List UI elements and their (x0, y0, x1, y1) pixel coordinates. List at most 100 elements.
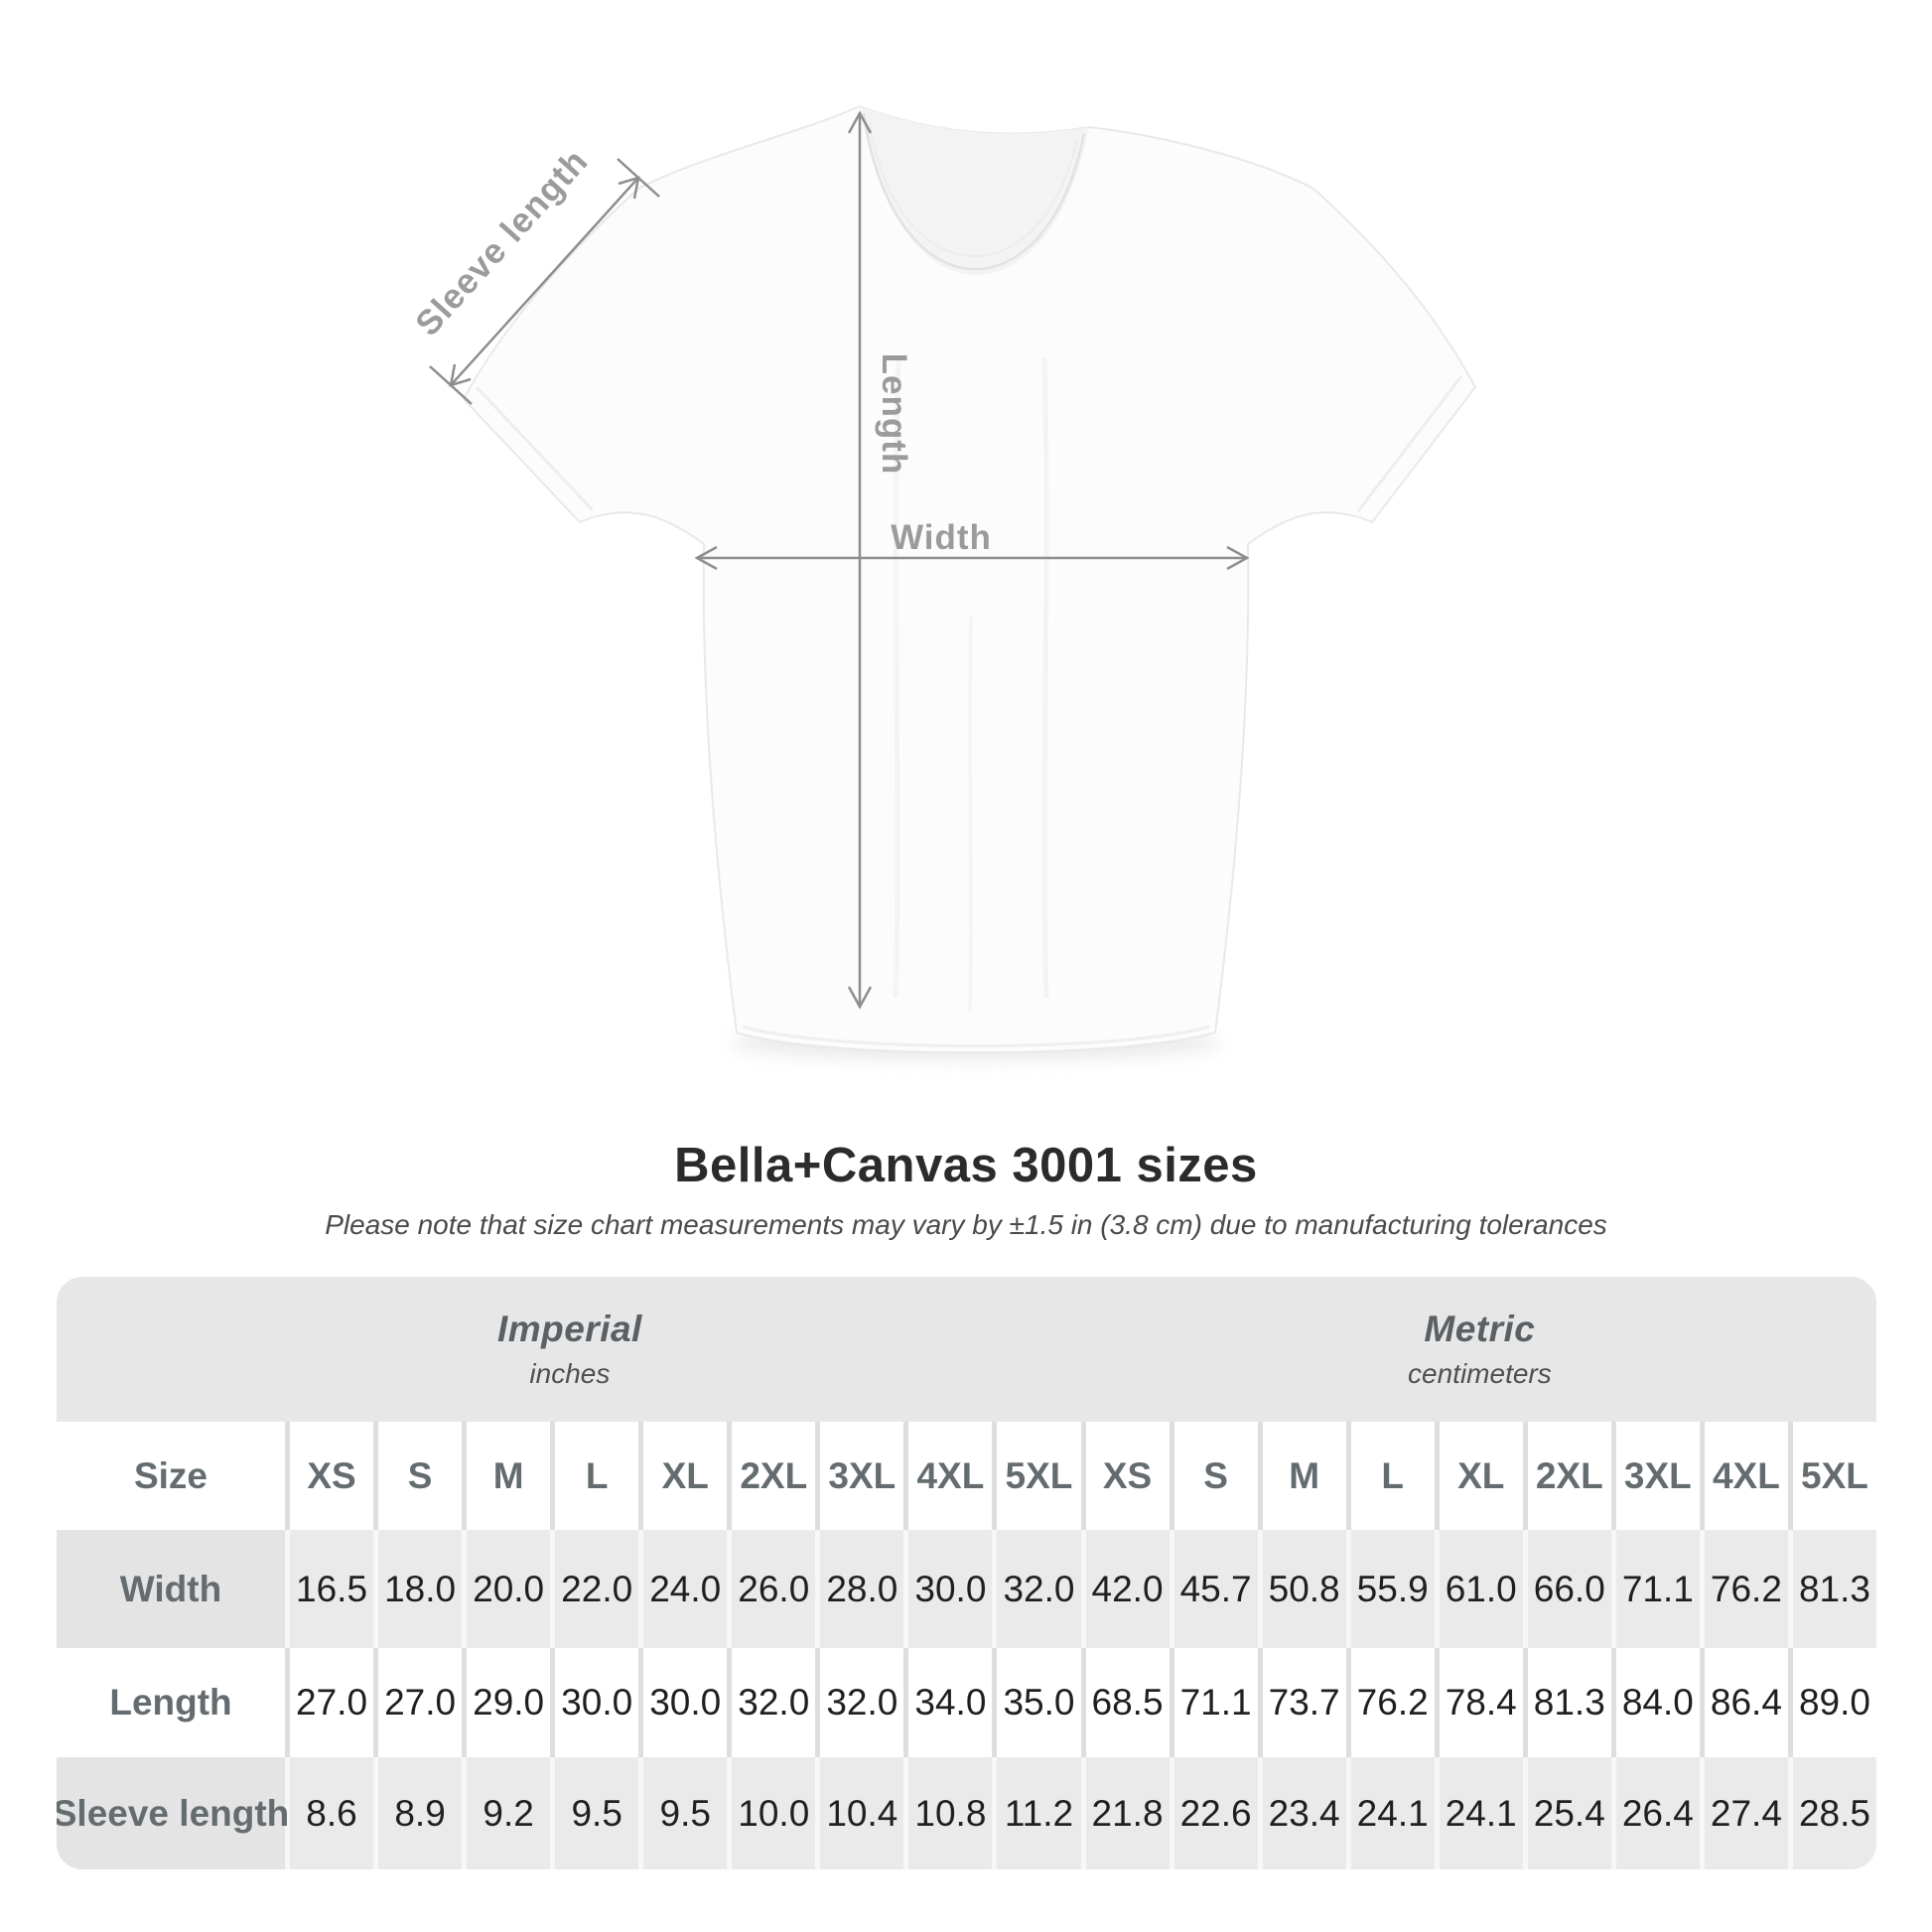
value-metric-m: 23.4 (1262, 1757, 1346, 1869)
collar-band-inner (869, 122, 1078, 258)
unit-group-name: Imperial (496, 1309, 642, 1349)
value-metric-4xl: 27.4 (1704, 1757, 1788, 1869)
value-metric-l: 55.9 (1350, 1530, 1435, 1648)
size-header-row: Size XS S M L XL 2XL 3XL 4XL 5XL XS S M L XL 2XL 3XL 4XL… (57, 1422, 1876, 1530)
size-header-metric-5xl: 5XL (1792, 1422, 1876, 1530)
length-arrow (847, 110, 873, 1010)
value-metric-s: 45.7 (1173, 1530, 1258, 1648)
value-imperial-m: 20.0 (467, 1530, 551, 1648)
value-imperial-xs: 27.0 (290, 1648, 374, 1757)
tshirt-measurement-diagram: Sleeve length Length Width (408, 105, 1476, 1059)
size-header-metric-m: M (1262, 1422, 1346, 1530)
value-metric-xl: 78.4 (1439, 1648, 1523, 1757)
value-imperial-m: 29.0 (467, 1648, 551, 1757)
value-metric-xs: 68.5 (1085, 1648, 1170, 1757)
value-imperial-l: 30.0 (555, 1648, 639, 1757)
value-metric-2xl: 66.0 (1527, 1530, 1611, 1648)
value-metric-s: 71.1 (1173, 1648, 1258, 1757)
value-metric-xl: 24.1 (1439, 1757, 1523, 1869)
value-imperial-xl: 9.5 (643, 1757, 728, 1869)
value-metric-xs: 21.8 (1085, 1757, 1170, 1869)
size-table: Imperial inches Metric centimeters Size … (57, 1277, 1876, 1869)
size-header-imperial-xl: XL (643, 1422, 728, 1530)
size-header-imperial-2xl: 2XL (732, 1422, 816, 1530)
row-label: Length (57, 1648, 285, 1757)
value-metric-xs: 42.0 (1085, 1530, 1170, 1648)
unit-group-imperial: Imperial inches (57, 1277, 1083, 1422)
value-metric-5xl: 89.0 (1792, 1648, 1876, 1757)
value-metric-5xl: 81.3 (1792, 1530, 1876, 1648)
unit-group-unit: inches (529, 1358, 611, 1389)
value-imperial-xs: 16.5 (290, 1530, 374, 1648)
value-imperial-3xl: 10.4 (820, 1757, 904, 1869)
value-metric-4xl: 76.2 (1704, 1530, 1788, 1648)
table-rows: Width 16.5 18.0 20.0 22.0 24.0 26.0 28.0 30.0 32.… (57, 1530, 1876, 1869)
value-imperial-5xl: 35.0 (997, 1648, 1081, 1757)
row-label: Width (57, 1530, 285, 1648)
value-imperial-4xl: 10.8 (908, 1757, 993, 1869)
width-arrow (694, 545, 1250, 571)
value-imperial-2xl: 26.0 (732, 1530, 816, 1648)
value-imperial-2xl: 10.0 (732, 1757, 816, 1869)
size-header-metric-xs: XS (1085, 1422, 1170, 1530)
size-header-metric-l: L (1350, 1422, 1435, 1530)
fold-line (893, 356, 901, 999)
size-header-imperial-4xl: 4XL (908, 1422, 993, 1530)
value-imperial-s: 8.9 (378, 1757, 463, 1869)
value-imperial-2xl: 32.0 (732, 1648, 816, 1757)
size-column-header: Size (57, 1422, 285, 1530)
size-header-imperial-3xl: 3XL (820, 1422, 904, 1530)
unit-group-name: Metric (1424, 1309, 1536, 1349)
value-metric-3xl: 26.4 (1615, 1757, 1700, 1869)
unit-group-metric: Metric centimeters (1083, 1277, 1876, 1422)
value-imperial-4xl: 34.0 (908, 1648, 993, 1757)
value-imperial-xl: 30.0 (643, 1648, 728, 1757)
left-cuff-seam (475, 385, 595, 512)
fold-line (968, 615, 973, 1014)
measurement-row-width: Width 16.5 18.0 20.0 22.0 24.0 26.0 28.0 30.0 32.… (57, 1530, 1876, 1648)
unit-group-unit: centimeters (1408, 1358, 1552, 1389)
value-metric-l: 76.2 (1350, 1648, 1435, 1757)
value-imperial-5xl: 32.0 (997, 1530, 1081, 1648)
value-imperial-xl: 24.0 (643, 1530, 728, 1648)
value-imperial-l: 9.5 (555, 1757, 639, 1869)
sleeve-length-arrow (429, 158, 660, 405)
page-title: Bella+Canvas 3001 sizes (674, 1139, 1258, 1192)
tshirt-illustration (463, 105, 1476, 1059)
value-metric-m: 73.7 (1262, 1648, 1346, 1757)
value-metric-2xl: 25.4 (1527, 1757, 1611, 1869)
size-header-metric-4xl: 4XL (1704, 1422, 1788, 1530)
size-header-imperial-xs: XS (290, 1422, 374, 1530)
value-imperial-4xl: 30.0 (908, 1530, 993, 1648)
neck-opening (860, 106, 1089, 275)
value-imperial-s: 18.0 (378, 1530, 463, 1648)
value-imperial-3xl: 28.0 (820, 1530, 904, 1648)
value-metric-3xl: 71.1 (1615, 1530, 1700, 1648)
row-label: Sleeve length (57, 1757, 289, 1869)
length-label: Length (875, 353, 913, 476)
value-metric-5xl: 28.5 (1792, 1757, 1876, 1869)
measurement-row-sleeve-length: Sleeve length 8.6 8.9 9.2 9.5 9.5 10.0 10.4 10.8… (57, 1757, 1876, 1869)
value-metric-m: 50.8 (1262, 1530, 1346, 1648)
hem-seam (742, 1025, 1210, 1047)
measurement-annotations (429, 110, 1250, 1010)
size-header-metric-2xl: 2XL (1527, 1422, 1611, 1530)
tshirt-body (463, 105, 1476, 1054)
measurement-row-length: Length 27.0 27.0 29.0 30.0 30.0 32.0 32.0 34.0 35… (57, 1648, 1876, 1757)
value-imperial-3xl: 32.0 (820, 1648, 904, 1757)
value-metric-xl: 61.0 (1439, 1530, 1523, 1648)
value-metric-3xl: 84.0 (1615, 1648, 1700, 1757)
fold-line (1041, 356, 1049, 999)
width-label: Width (891, 518, 992, 557)
collar-band-outer (862, 112, 1086, 271)
size-header-metric-s: S (1173, 1422, 1258, 1530)
value-imperial-5xl: 11.2 (997, 1757, 1081, 1869)
value-imperial-xs: 8.6 (290, 1757, 374, 1869)
value-imperial-s: 27.0 (378, 1648, 463, 1757)
size-header-imperial-5xl: 5XL (997, 1422, 1081, 1530)
value-metric-4xl: 86.4 (1704, 1648, 1788, 1757)
unit-band: Imperial inches Metric centimeters (57, 1277, 1876, 1422)
size-header-metric-xl: XL (1439, 1422, 1523, 1530)
size-header-imperial-m: M (467, 1422, 551, 1530)
